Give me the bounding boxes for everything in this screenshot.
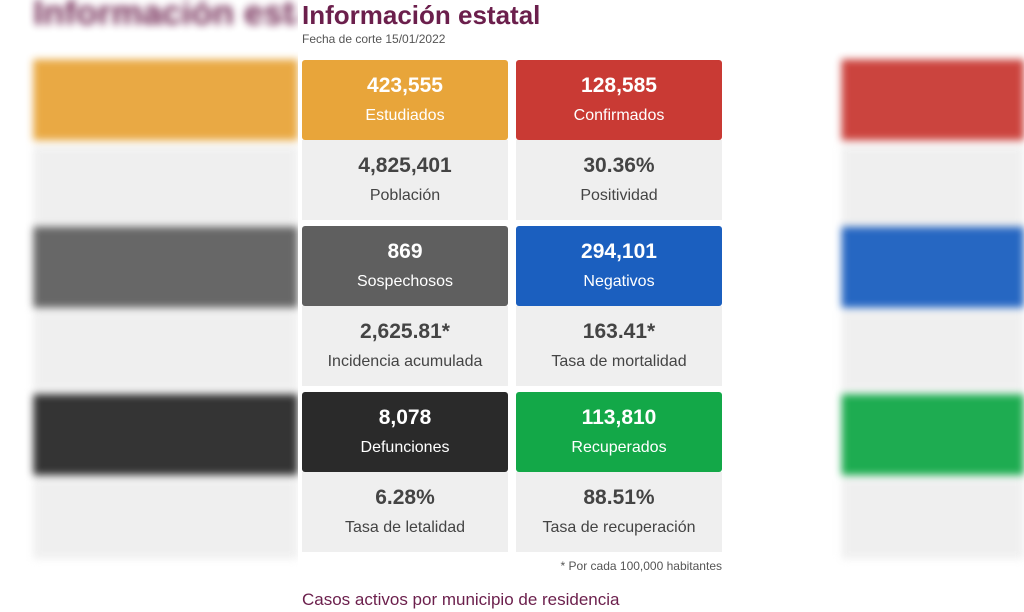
- negativos-value: 294,101: [581, 240, 657, 263]
- incidencia-value: 2,625.81*: [360, 320, 450, 343]
- blurred-background-right: [726, 0, 1024, 612]
- estudiados-value: 423,555: [367, 74, 443, 97]
- bg-title: Información estatal: [33, 0, 298, 33]
- confirmados-label: Confirmados: [573, 107, 665, 124]
- bg-card-incidencia: [33, 310, 298, 392]
- footnote: * Por cada 100,000 habitantes: [560, 559, 722, 573]
- card-estudiados[interactable]: 423,555 Estudiados: [302, 60, 508, 140]
- bg-card-estudiados: [33, 59, 298, 141]
- recuperacion-value: 88.51%: [583, 486, 655, 509]
- card-positividad: 30.36% Positividad: [516, 140, 722, 220]
- positividad-label: Positividad: [580, 187, 658, 204]
- card-recuperados[interactable]: 113,810 Recuperados: [516, 392, 722, 472]
- card-poblacion: 4,825,401 Población: [302, 140, 508, 220]
- bg-card-confirmados: [841, 59, 1024, 141]
- sospechosos-label: Sospechosos: [356, 273, 454, 290]
- recuperados-label: Recuperados: [571, 439, 667, 456]
- section-title: Casos activos por municipio de residenci…: [302, 590, 620, 609]
- bg-card-positividad: [841, 145, 1024, 227]
- bg-card-sospechosos: [33, 226, 298, 308]
- card-letalidad: 6.28% Tasa de letalidad: [302, 472, 508, 552]
- confirmados-value: 128,585: [581, 74, 657, 97]
- letalidad-label: Tasa de letalidad: [344, 519, 466, 536]
- blurred-background-left: Información estatal: [0, 0, 298, 612]
- card-confirmados[interactable]: 128,585 Confirmados: [516, 60, 722, 140]
- poblacion-label: Población: [369, 187, 441, 204]
- card-mortalidad: 163.41* Tasa de mortalidad: [516, 306, 722, 386]
- cutoff-date: Fecha de corte 15/01/2022: [302, 32, 446, 46]
- recuperacion-label: Tasa de recuperación: [542, 519, 696, 536]
- card-incidencia: 2,625.81* Incidencia acumulada: [302, 306, 508, 386]
- bg-card-poblacion: [33, 145, 298, 227]
- negativos-label: Negativos: [583, 273, 655, 290]
- positividad-value: 30.36%: [583, 154, 655, 177]
- recuperados-value: 113,810: [581, 406, 657, 429]
- mortalidad-value: 163.41*: [582, 320, 656, 343]
- card-defunciones[interactable]: 8,078 Defunciones: [302, 392, 508, 472]
- defunciones-label: Defunciones: [360, 439, 450, 456]
- sospechosos-value: 869: [387, 240, 423, 263]
- estudiados-label: Estudiados: [365, 107, 445, 124]
- bg-card-negativos: [841, 226, 1024, 308]
- bg-card-defunciones: [33, 394, 298, 476]
- card-sospechosos[interactable]: 869 Sospechosos: [302, 226, 508, 306]
- bg-card-recuperacion: [841, 477, 1024, 559]
- bg-card-recuperados: [841, 394, 1024, 476]
- incidencia-label: Incidencia acumulada: [327, 353, 483, 370]
- bg-card-letalidad: [33, 477, 298, 559]
- page-title: Información estatal: [302, 0, 541, 30]
- card-negativos[interactable]: 294,101 Negativos: [516, 226, 722, 306]
- bg-card-mortalidad: [841, 310, 1024, 392]
- mortalidad-label: Tasa de mortalidad: [551, 353, 687, 370]
- state-info-panel: Información estatal Fecha de corte 15/01…: [298, 0, 726, 612]
- defunciones-value: 8,078: [378, 406, 432, 429]
- card-recuperacion: 88.51% Tasa de recuperación: [516, 472, 722, 552]
- letalidad-value: 6.28%: [375, 486, 435, 509]
- poblacion-value: 4,825,401: [358, 154, 452, 177]
